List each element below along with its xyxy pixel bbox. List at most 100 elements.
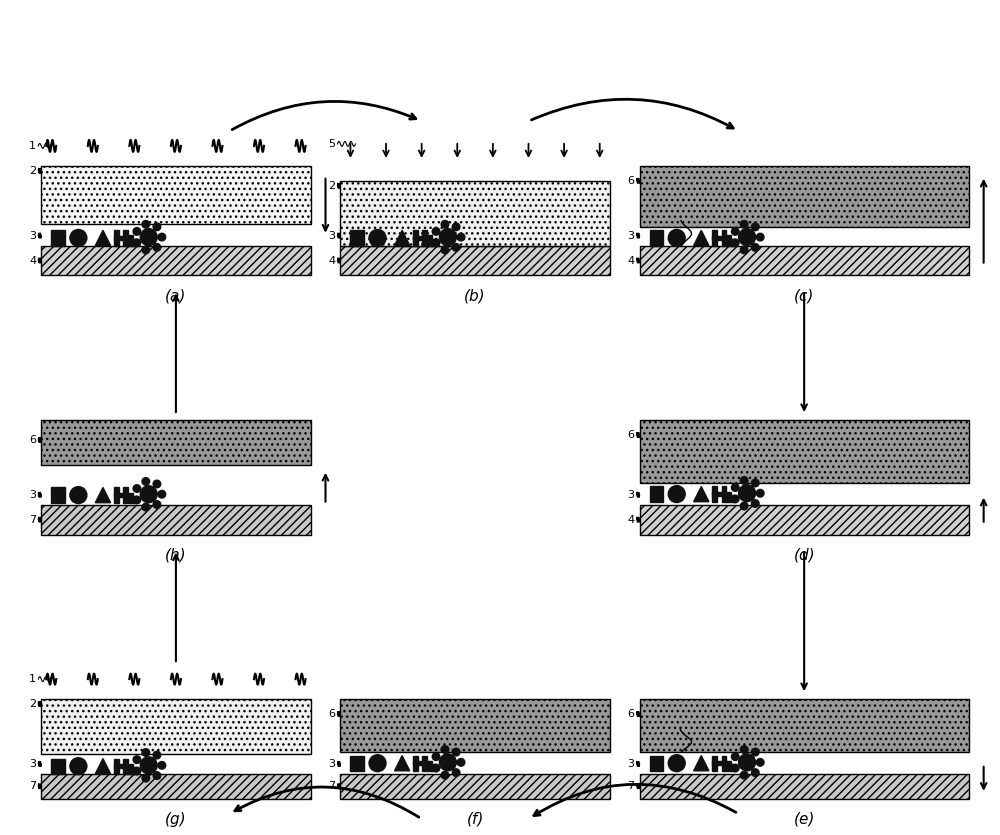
Text: 4: 4 [328, 256, 335, 266]
Bar [340, 181, 610, 245]
Bar [340, 774, 610, 799]
Circle shape [756, 758, 764, 767]
Text: 3: 3 [328, 759, 335, 769]
Bar [123, 758, 128, 774]
Circle shape [432, 239, 440, 246]
Bar [427, 235, 432, 245]
Circle shape [441, 772, 449, 779]
Bar [726, 492, 731, 502]
Bar [422, 230, 427, 245]
Bar [41, 245, 311, 276]
Text: (b): (b) [464, 288, 486, 303]
Circle shape [731, 239, 739, 246]
Circle shape [740, 477, 748, 484]
Circle shape [751, 244, 759, 251]
Circle shape [441, 220, 449, 228]
Bar [114, 488, 119, 503]
Circle shape [452, 748, 460, 756]
Text: 3: 3 [29, 490, 36, 499]
Bar [123, 230, 128, 245]
Circle shape [133, 239, 141, 246]
Circle shape [739, 229, 756, 245]
Circle shape [441, 246, 449, 254]
Circle shape [153, 772, 161, 779]
Circle shape [70, 487, 87, 504]
Circle shape [142, 749, 150, 757]
Text: 3: 3 [29, 759, 36, 769]
Bar [650, 756, 663, 771]
Polygon shape [95, 758, 111, 774]
Bar [650, 230, 663, 245]
Circle shape [432, 764, 440, 772]
Bar [731, 239, 734, 245]
Polygon shape [95, 230, 111, 245]
Bar [650, 487, 663, 502]
Bar [128, 235, 133, 245]
Circle shape [158, 490, 166, 498]
Polygon shape [694, 756, 709, 771]
Circle shape [158, 233, 166, 241]
Bar [640, 420, 969, 483]
Bar [114, 493, 128, 497]
Bar [432, 764, 435, 771]
Bar [123, 488, 128, 503]
Circle shape [751, 479, 759, 487]
Bar [41, 774, 311, 799]
Text: 7: 7 [29, 514, 36, 524]
Bar [640, 699, 969, 752]
Text: 1: 1 [29, 674, 36, 684]
Bar [128, 493, 133, 503]
Circle shape [369, 755, 386, 772]
Circle shape [731, 228, 739, 235]
Circle shape [153, 501, 161, 509]
Polygon shape [394, 230, 410, 245]
Circle shape [731, 764, 739, 772]
Bar [133, 239, 136, 245]
Circle shape [731, 753, 739, 761]
Bar [340, 245, 610, 276]
Text: 7: 7 [29, 782, 36, 792]
Circle shape [751, 223, 759, 230]
Bar [350, 756, 364, 771]
Text: 1: 1 [29, 141, 36, 151]
Text: 4: 4 [628, 514, 635, 524]
Text: 6: 6 [29, 435, 36, 445]
Bar [41, 166, 311, 224]
Circle shape [70, 757, 87, 775]
Text: 3: 3 [29, 230, 36, 240]
Text: 4: 4 [628, 256, 635, 266]
Circle shape [668, 486, 685, 503]
Circle shape [153, 244, 161, 251]
Bar [114, 758, 119, 774]
Text: (g): (g) [165, 812, 187, 827]
Circle shape [439, 754, 456, 771]
Circle shape [133, 767, 141, 775]
Text: 2: 2 [29, 699, 36, 709]
Circle shape [158, 762, 166, 769]
Bar [640, 504, 969, 534]
Circle shape [142, 774, 150, 782]
Circle shape [140, 229, 157, 245]
Circle shape [142, 246, 150, 254]
Circle shape [740, 246, 748, 254]
Circle shape [457, 233, 465, 241]
Text: 2: 2 [29, 166, 36, 176]
Text: (h): (h) [165, 548, 187, 563]
Bar [422, 756, 427, 771]
Bar [722, 756, 726, 771]
Bar [427, 761, 432, 771]
Text: 6: 6 [628, 709, 635, 719]
Bar [51, 488, 65, 503]
Text: 6: 6 [628, 176, 635, 186]
Bar [114, 230, 119, 245]
Circle shape [142, 504, 150, 511]
Circle shape [731, 483, 739, 491]
Bar [350, 230, 364, 245]
Bar [413, 230, 418, 245]
Circle shape [668, 755, 685, 772]
Bar [712, 230, 717, 245]
Circle shape [441, 746, 449, 753]
Text: (f): (f) [466, 812, 484, 827]
Circle shape [133, 485, 141, 493]
Circle shape [751, 748, 759, 756]
